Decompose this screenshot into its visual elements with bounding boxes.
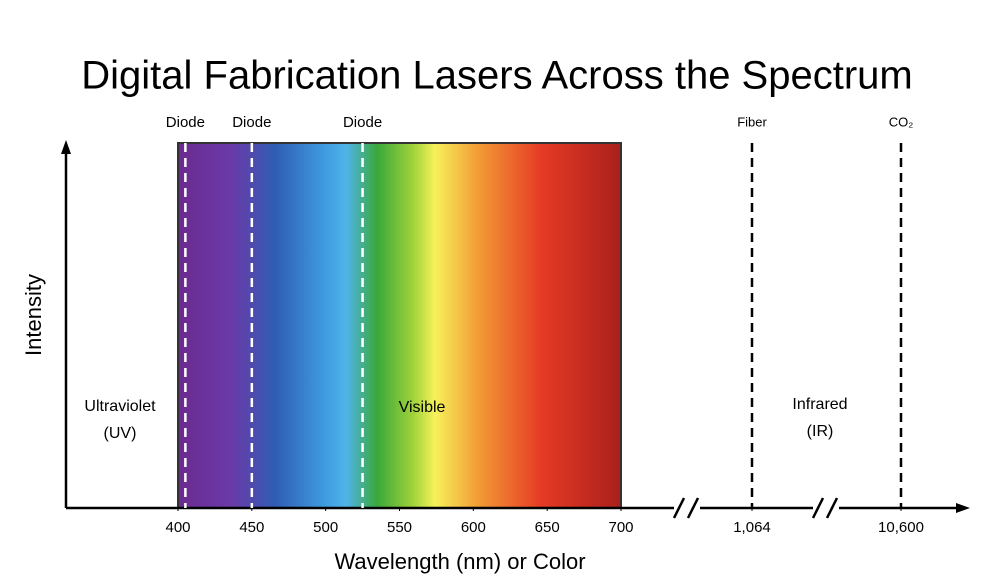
region-label: (IR) [807, 423, 834, 440]
x-tick-label: 400 [165, 519, 190, 536]
x-tick-label: 550 [387, 519, 412, 536]
y-axis-arrow [61, 140, 71, 154]
plot-area [177, 142, 902, 511]
x-tick-label: 10,600 [878, 519, 924, 536]
x-axis-label: Wavelength (nm) or Color [334, 549, 585, 574]
chart-title: Digital Fabrication Lasers Across the Sp… [81, 54, 912, 98]
region-label: Ultraviolet [84, 398, 156, 415]
laser-label: CO₂ [889, 114, 914, 129]
y-axis-label: Intensity [21, 274, 46, 356]
axis-break [672, 497, 700, 519]
region-label: (UV) [104, 425, 137, 442]
x-tick-label: 1,064 [733, 519, 771, 536]
region-label: Infrared [792, 396, 847, 413]
x-tick-label: 650 [535, 519, 560, 536]
axis-break [811, 497, 839, 519]
visible-spectrum [177, 142, 622, 509]
x-tick-label: 600 [461, 519, 486, 536]
region-label: Visible [399, 399, 446, 416]
x-tick-label: 450 [239, 519, 264, 536]
laser-label: Diode [343, 114, 382, 131]
laser-label: Diode [232, 114, 271, 131]
laser-label: Diode [166, 114, 205, 131]
x-axis-arrow [956, 503, 970, 513]
laser-label: Fiber [737, 114, 767, 129]
x-tick-label: 700 [608, 519, 633, 536]
x-tick-label: 500 [313, 519, 338, 536]
